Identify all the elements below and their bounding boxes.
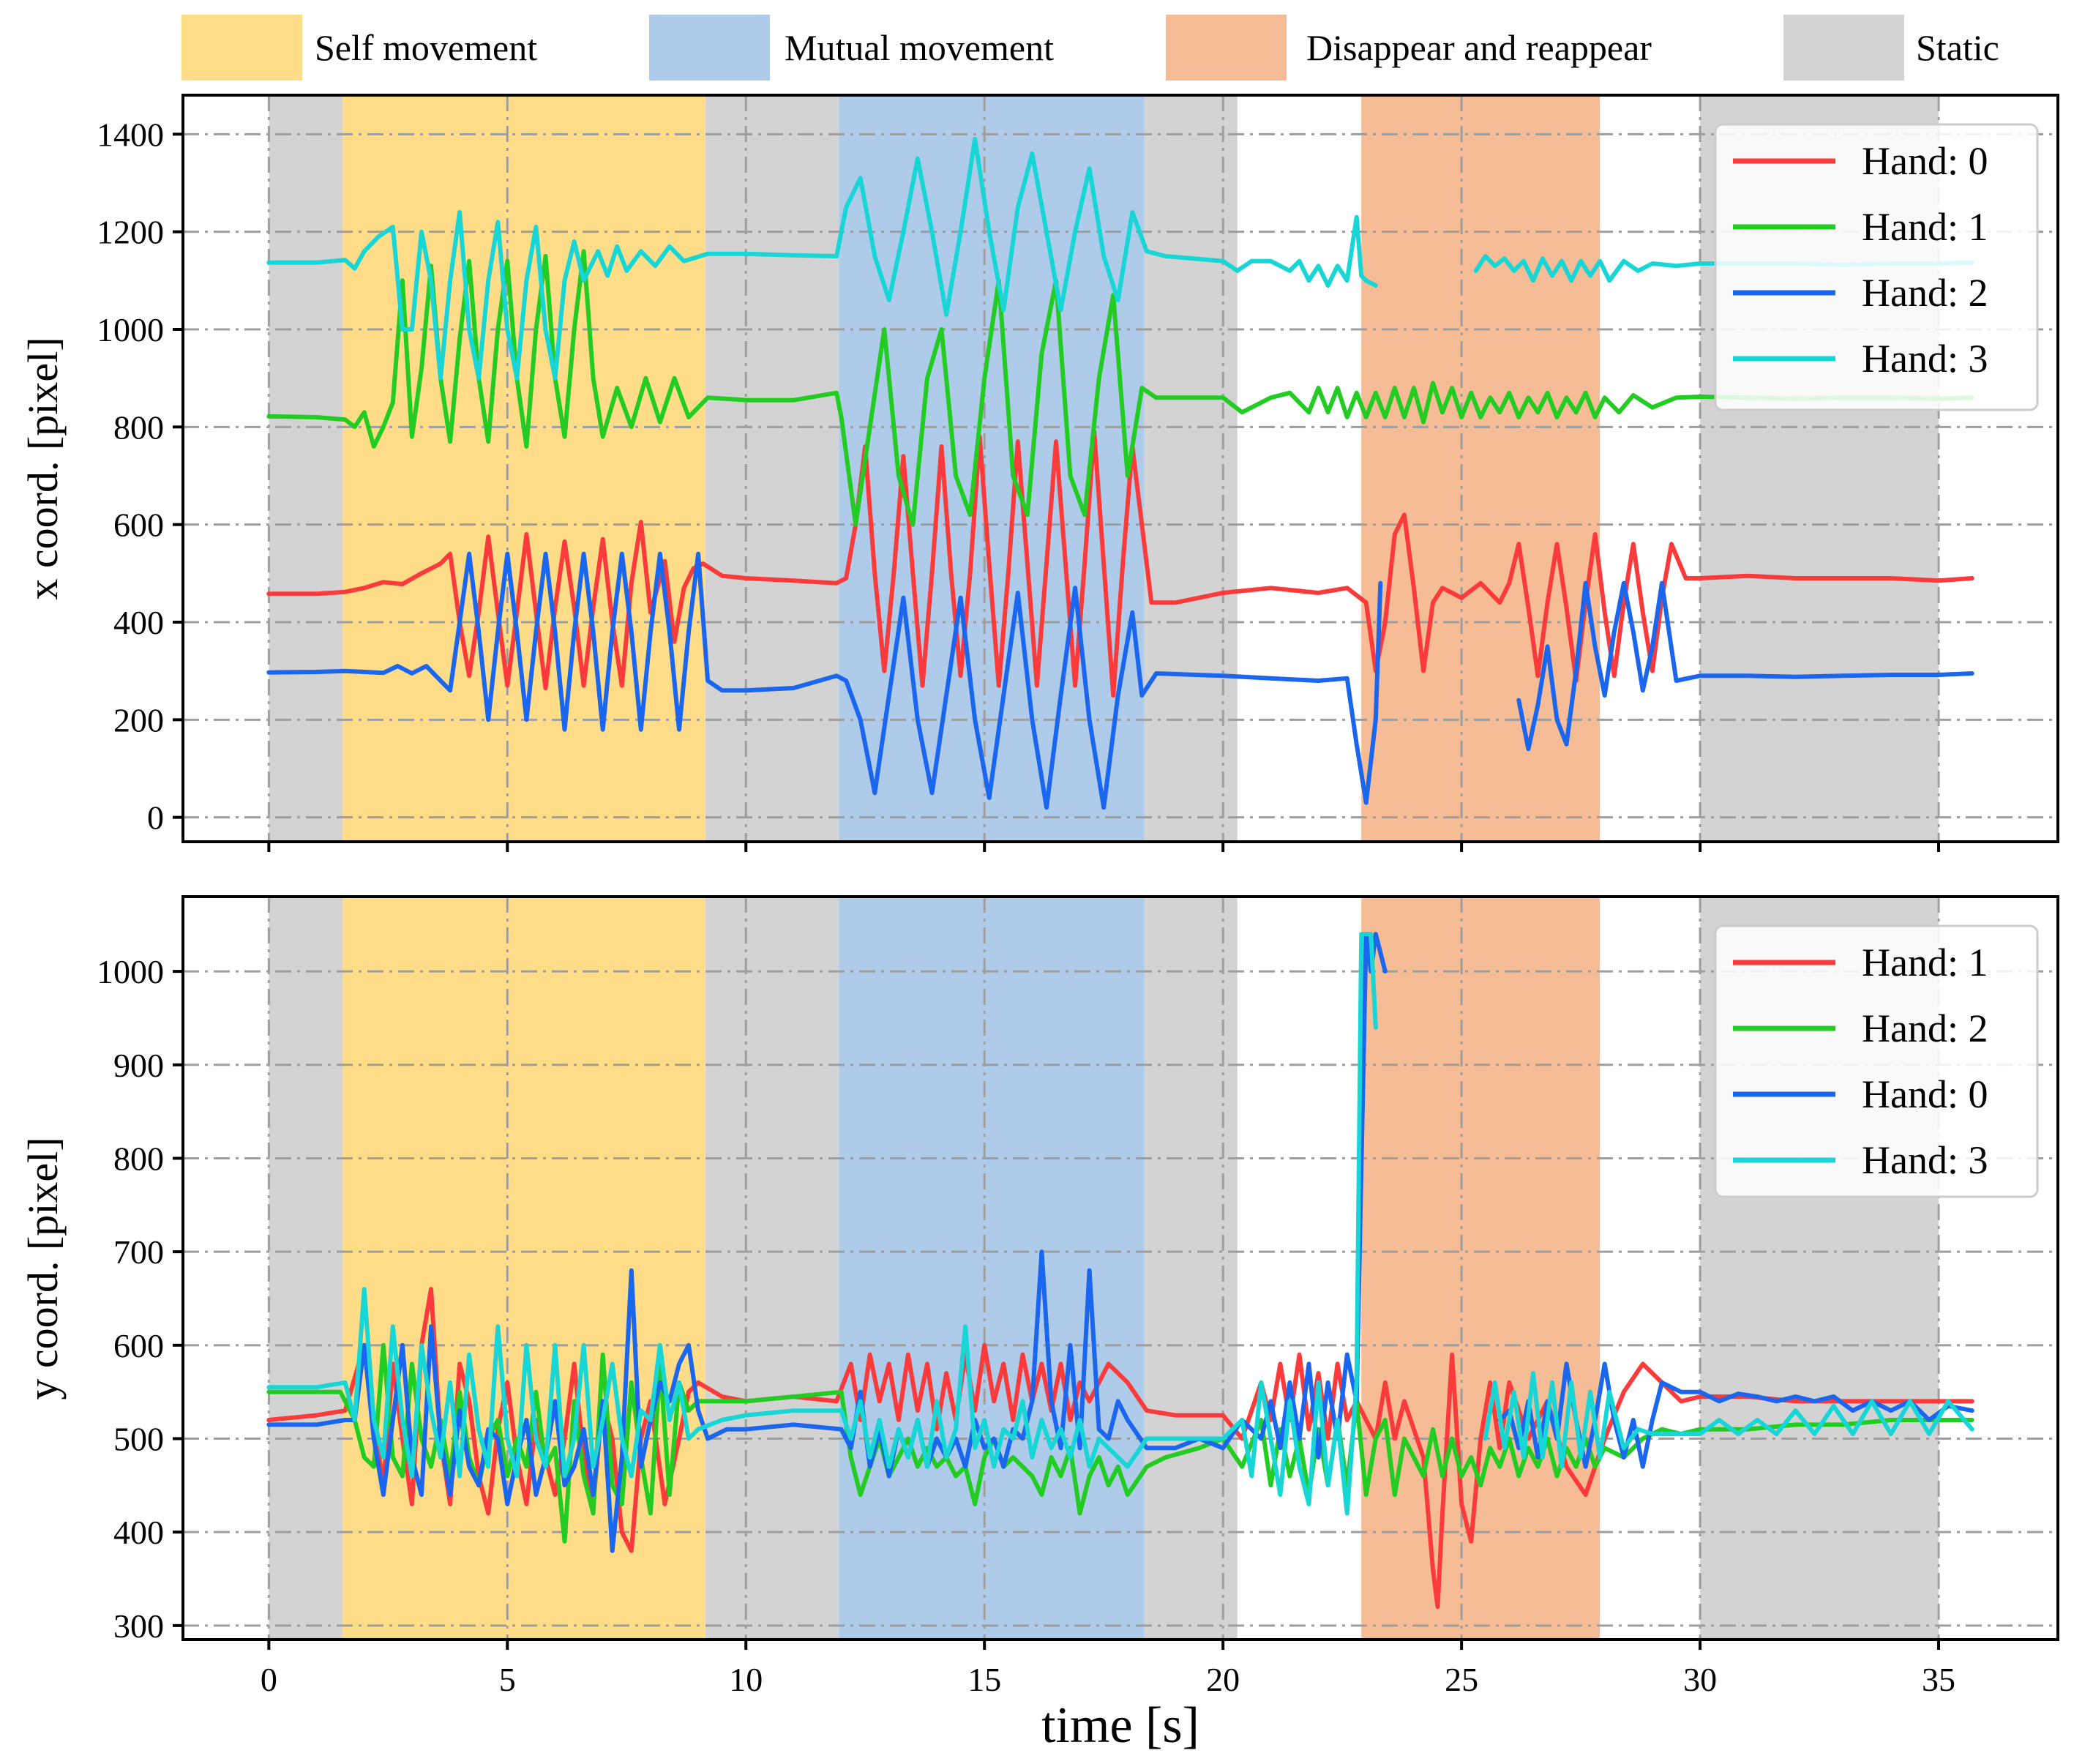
series-line-hand-3-segment-0 (266, 137, 1378, 381)
y-tick-label-4: 800 (113, 408, 164, 446)
x-coordinate-panel: 0 200 400 600 800 1000 1200 1400 x coord. [pixel… (19, 94, 2059, 852)
series-legend-label-1: Hand: 2 (1862, 1006, 1988, 1050)
series-line-hand-2-segment-0 (266, 551, 1383, 810)
y-coordinate-panel: 0 5 10 15 20 25 30 35 300 400 500 600 700 800 900 1000 y… (19, 895, 2059, 1754)
legend-label-self_movement: Self movement (315, 27, 537, 68)
legend-swatch-mutual_movement (649, 15, 770, 81)
series-legend: Hand: 1 Hand: 2 Hand: 0 Hand: 3 (1714, 924, 2039, 1198)
region-static-4 (1144, 95, 1238, 842)
series-line-hand-2-segment-1 (1516, 580, 1974, 752)
region-self_movement-1 (342, 95, 705, 842)
series-line-hand-3-segment-1 (1483, 1371, 1974, 1469)
series-line-hand-1-segment-0 (266, 249, 1974, 527)
x-tick-label-4: 20 (1206, 1661, 1240, 1698)
region-self_movement-1 (342, 897, 705, 1640)
series-legend-box (1714, 924, 2039, 1198)
y-tick-label-6: 1200 (97, 214, 164, 251)
x-tick-label-6: 30 (1683, 1661, 1717, 1698)
x-axis-label: time [s] (1041, 1697, 1199, 1754)
region-mutual_movement-3 (839, 897, 1145, 1640)
x-tick-label-5: 25 (1445, 1661, 1478, 1698)
legend-swatch-self_movement (181, 15, 302, 81)
region-static-4 (1144, 897, 1238, 1640)
series-line-hand-2-segment-1 (1497, 1361, 1974, 1469)
series-lines (266, 932, 1974, 1610)
legend-label-static: Static (1916, 27, 1999, 68)
plot-frame (181, 94, 2059, 843)
legend-label-disappear_reappear: Disappear and reappear (1306, 27, 1652, 68)
series-line-hand-1-segment-0 (266, 1342, 1974, 1544)
y-tick-label-7: 1400 (97, 116, 164, 153)
y-axis-label: y coord. [pixel] (19, 1137, 67, 1399)
y-axis-label: x coord. [pixel] (19, 337, 67, 599)
region-static-2 (705, 897, 839, 1640)
x-tick-label-7: 35 (1922, 1661, 1955, 1698)
y-tick-label-1: 400 (113, 1514, 164, 1551)
legend-swatch-disappear_reappear (1166, 15, 1287, 81)
y-tick-label-4: 700 (113, 1233, 164, 1271)
y-tick-label-2: 500 (113, 1421, 164, 1458)
series-legend-label-0: Hand: 1 (1862, 941, 1988, 984)
series-legend-label-2: Hand: 2 (1862, 271, 1988, 315)
legend-swatch-static (1783, 15, 1904, 81)
region-legend: Self movement Mutual movement Disappear an… (181, 15, 1999, 81)
y-tick-label-5: 1000 (97, 311, 164, 348)
y-tick-label-0: 0 (147, 799, 164, 837)
region-static-0 (269, 95, 343, 842)
series-legend-box (1714, 123, 2039, 411)
y-tick-label-5: 800 (113, 1140, 164, 1177)
y-tick-label-3: 600 (113, 507, 164, 544)
region-static-0 (269, 897, 343, 1640)
y-tick-label-7: 1000 (97, 953, 164, 990)
x-tick-label-0: 0 (261, 1661, 277, 1698)
x-tick-label-1: 5 (499, 1661, 516, 1698)
region-static-2 (705, 95, 839, 842)
x-tick-label-2: 10 (729, 1661, 763, 1698)
series-line-hand-0-segment-0 (266, 1287, 1974, 1610)
series-line-hand-2-segment-0 (266, 932, 1388, 1553)
y-tick-label-6: 900 (113, 1047, 164, 1084)
series-legend: Hand: 0 Hand: 1 Hand: 2 Hand: 3 (1714, 123, 2039, 411)
series-legend-label-2: Hand: 0 (1862, 1072, 1988, 1116)
series-line-hand-0-segment-0 (266, 430, 1974, 698)
series-lines (266, 137, 1974, 810)
series-legend-label-0: Hand: 0 (1862, 139, 1988, 183)
legend-label-mutual_movement: Mutual movement (785, 27, 1054, 68)
x-tick-label-3: 15 (967, 1661, 1001, 1698)
series-legend-label-3: Hand: 3 (1862, 337, 1988, 381)
series-legend-label-1: Hand: 1 (1862, 205, 1988, 249)
y-tick-label-3: 600 (113, 1327, 164, 1364)
series-legend-label-3: Hand: 3 (1862, 1138, 1988, 1182)
y-tick-label-0: 300 (113, 1607, 164, 1645)
region-disappear_reappear-5 (1361, 95, 1601, 842)
series-line-hand-3-segment-0 (266, 932, 1378, 1516)
plot-frame (181, 895, 2059, 1641)
y-tick-label-1: 200 (113, 701, 164, 739)
region-disappear_reappear-5 (1361, 897, 1601, 1640)
y-tick-label-2: 400 (113, 604, 164, 641)
